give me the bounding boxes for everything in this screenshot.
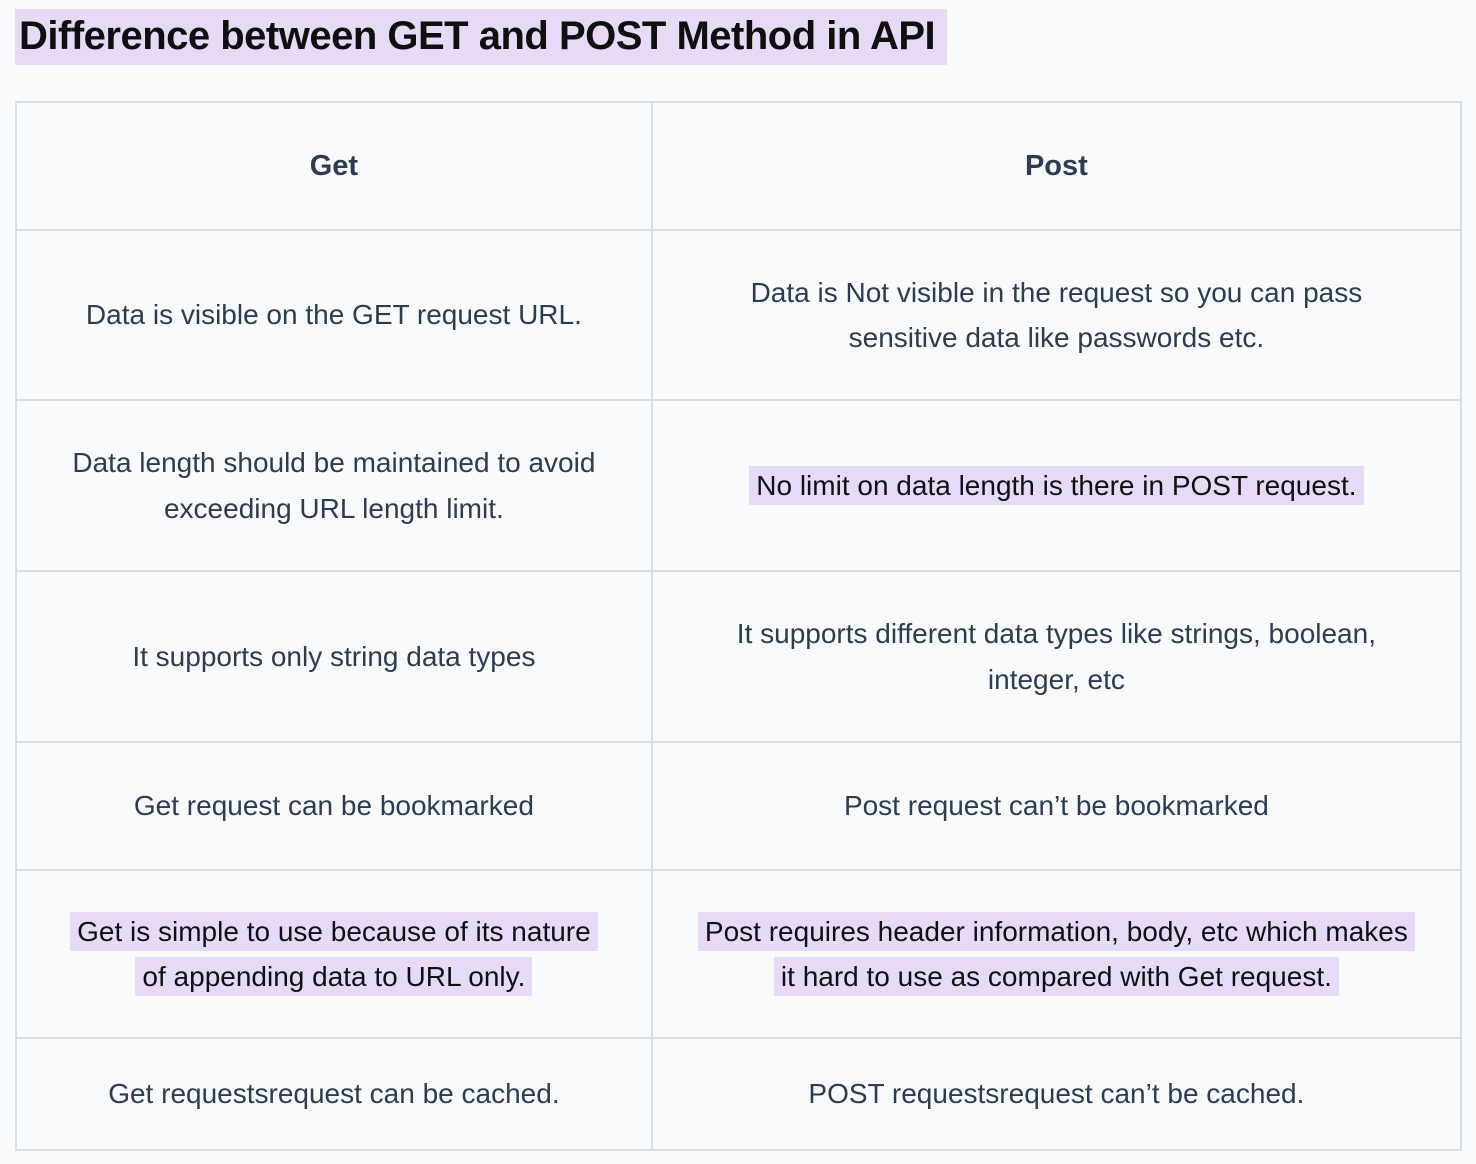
table-row: Data length should be maintained to avoi… bbox=[15, 399, 1463, 572]
cell-post: Post requires header information, body, … bbox=[650, 869, 1463, 1039]
page-title: Difference between GET and POST Method i… bbox=[15, 9, 948, 65]
cell-get: Get is simple to use because of its natu… bbox=[15, 869, 653, 1039]
cell-text: Get requestsrequest can be cached. bbox=[108, 1078, 560, 1110]
get-vs-post-table: Get Post Data is visible on the GET requ… bbox=[15, 101, 1463, 1151]
cell-get: Get requestsrequest can be cached. bbox=[15, 1037, 653, 1151]
cell-text: Post request can’t be bookmarked bbox=[843, 790, 1269, 822]
cell-post: Post request can’t be bookmarked bbox=[650, 741, 1463, 871]
table-row: Get is simple to use because of its natu… bbox=[15, 869, 1463, 1039]
cell-post: No limit on data length is there in POST… bbox=[650, 399, 1463, 572]
cell-text: Data is Not visible in the request so yo… bbox=[750, 276, 1363, 353]
cell-text: It supports different data types like st… bbox=[736, 618, 1376, 695]
column-header-label: Get bbox=[309, 149, 359, 182]
cell-text: Get request can be bookmarked bbox=[133, 790, 534, 822]
table-header-row: Get Post bbox=[15, 101, 1463, 231]
cell-text: Data length should be maintained to avoi… bbox=[72, 447, 596, 524]
cell-post: It supports different data types like st… bbox=[650, 570, 1463, 743]
cell-post: POST requestsrequest can’t be cached. bbox=[650, 1037, 1463, 1151]
column-header-get: Get bbox=[15, 101, 653, 231]
cell-text: Get is simple to use because of its natu… bbox=[70, 911, 598, 996]
cell-get: Get request can be bookmarked bbox=[15, 741, 653, 871]
column-header-post: Post bbox=[650, 101, 1463, 231]
cell-post: Data is Not visible in the request so yo… bbox=[650, 229, 1463, 401]
cell-text: Data is visible on the GET request URL. bbox=[85, 299, 582, 331]
table-row: It supports only string data types It su… bbox=[15, 570, 1463, 743]
table-row: Get request can be bookmarked Post reque… bbox=[15, 741, 1463, 871]
cell-text: It supports only string data types bbox=[132, 640, 536, 672]
table-row: Get requestsrequest can be cached. POST … bbox=[15, 1037, 1463, 1151]
cell-get: Data length should be maintained to avoi… bbox=[15, 399, 653, 572]
cell-text: POST requestsrequest can’t be cached. bbox=[808, 1078, 1305, 1110]
column-header-label: Post bbox=[1024, 149, 1088, 182]
cell-get: It supports only string data types bbox=[15, 570, 653, 743]
cell-get: Data is visible on the GET request URL. bbox=[15, 229, 653, 401]
cell-text: Post requires header information, body, … bbox=[697, 911, 1415, 996]
table-row: Data is visible on the GET request URL. … bbox=[15, 229, 1463, 401]
cell-text: No limit on data length is there in POST… bbox=[749, 465, 1364, 505]
